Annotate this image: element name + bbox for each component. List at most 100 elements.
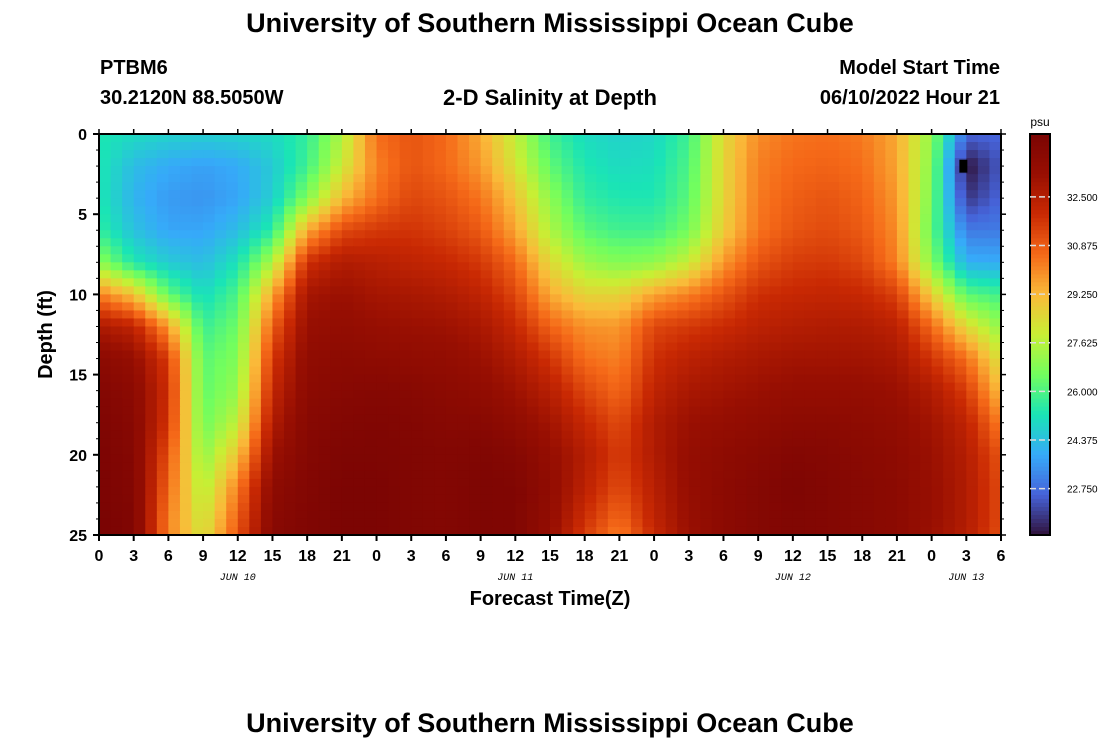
heatmap-cell [654, 510, 667, 520]
heatmap-cell [711, 134, 725, 143]
colorbar-segment [1030, 530, 1050, 536]
heatmap-cell [596, 238, 609, 247]
heatmap-cell [839, 262, 852, 271]
heatmap-cell [341, 342, 355, 352]
colorbar-segment [1030, 458, 1050, 464]
heatmap-cell [815, 198, 829, 207]
heatmap-cell [214, 222, 227, 231]
heatmap-cell [445, 198, 459, 207]
heatmap-cell [665, 286, 678, 295]
heatmap-cell [607, 350, 620, 360]
heatmap-cell [839, 462, 852, 472]
heatmap-cell [503, 358, 516, 368]
heatmap-cell [573, 510, 586, 520]
heatmap-cell [873, 142, 886, 151]
heatmap-cell [781, 182, 794, 191]
heatmap-cell [492, 230, 505, 239]
heatmap-cell [896, 174, 910, 183]
heatmap-cell [122, 262, 135, 271]
heatmap-cell [735, 526, 748, 536]
heatmap-cell [619, 518, 632, 528]
heatmap-cell [364, 494, 378, 504]
heatmap-cell [584, 142, 597, 151]
heatmap-cell [920, 438, 933, 448]
heatmap-cell [665, 302, 678, 312]
heatmap-cell [388, 406, 401, 416]
heatmap-cells [99, 134, 1002, 536]
heatmap-cell [318, 334, 331, 344]
heatmap-cell [850, 302, 863, 312]
heatmap-cell [723, 206, 736, 215]
heatmap-cell [931, 318, 944, 328]
heatmap-cell [145, 478, 158, 488]
heatmap-cell [364, 134, 378, 143]
heatmap-cell [330, 142, 343, 151]
heatmap-cell [700, 270, 713, 279]
heatmap-cell [584, 510, 597, 520]
heatmap-cell [272, 270, 285, 279]
heatmap-cell [376, 190, 389, 199]
colorbar-segment [1030, 238, 1050, 243]
heatmap-cell [191, 294, 204, 304]
heatmap-cell [249, 494, 262, 504]
heatmap-cell [353, 462, 366, 472]
heatmap-cell [295, 398, 308, 408]
heatmap-cell [353, 342, 366, 352]
heatmap-cell [515, 390, 528, 400]
heatmap-cell [191, 166, 204, 175]
heatmap-cell [943, 430, 956, 440]
heatmap-cell [445, 510, 459, 520]
heatmap-cell [573, 230, 586, 239]
heatmap-cell [364, 302, 378, 312]
heatmap-cell [827, 182, 840, 191]
heatmap-cell [364, 526, 378, 536]
heatmap-cell [873, 206, 886, 215]
heatmap-cell [815, 510, 829, 520]
heatmap-cell [214, 302, 227, 312]
heatmap-cell [723, 526, 736, 536]
heatmap-cell [307, 374, 320, 384]
heatmap-cell [735, 222, 748, 231]
heatmap-cell [688, 374, 701, 384]
heatmap-cell [573, 494, 586, 504]
heatmap-cell [931, 198, 944, 207]
heatmap-cell [607, 398, 620, 408]
heatmap-cell [700, 494, 713, 504]
heatmap-cell [769, 302, 782, 312]
heatmap-cell [469, 382, 482, 392]
heatmap-cell [758, 406, 771, 416]
heatmap-cell [411, 254, 424, 263]
heatmap-cell [619, 422, 632, 432]
heatmap-cell [237, 286, 250, 295]
heatmap-cell [943, 470, 956, 480]
heatmap-cell [469, 238, 482, 247]
heatmap-cell [237, 238, 250, 247]
heatmap-cell [99, 478, 112, 488]
heatmap-cell [630, 134, 644, 143]
heatmap-cell [284, 502, 297, 512]
heatmap-cell [526, 150, 540, 159]
heatmap-cell [503, 174, 516, 183]
heatmap-cell [295, 190, 308, 199]
heatmap-cell [677, 318, 690, 328]
heatmap-cell [399, 246, 412, 255]
heatmap-cell [526, 206, 540, 215]
heatmap-cell [330, 190, 343, 199]
heatmap-cell [364, 446, 378, 456]
heatmap-cell [977, 342, 991, 352]
heatmap-cell [550, 430, 563, 440]
heatmap-cell [272, 174, 285, 183]
heatmap-cell [411, 222, 424, 231]
heatmap-cell [480, 406, 493, 416]
heatmap-cell [295, 286, 308, 295]
heatmap-cell [561, 518, 574, 528]
heatmap-cell [920, 446, 933, 456]
heatmap-cell [122, 206, 135, 215]
heatmap-cell [815, 182, 829, 191]
heatmap-cell [573, 158, 586, 167]
heatmap-cell [943, 342, 956, 352]
heatmap-cell [330, 246, 343, 255]
heatmap-cell [480, 326, 493, 336]
heatmap-cell [434, 350, 447, 360]
heatmap-cell [295, 494, 308, 504]
